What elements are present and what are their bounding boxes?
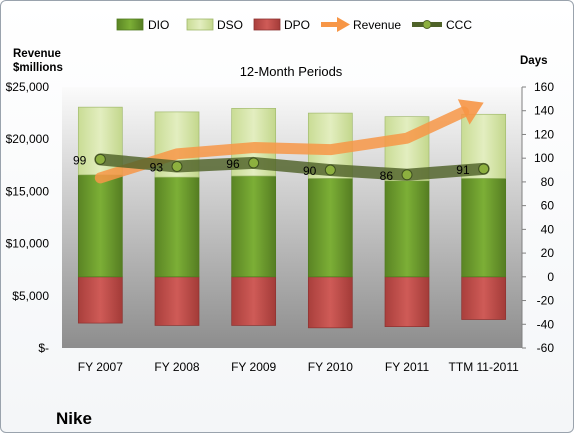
right-tick-label-6: 60 (541, 199, 555, 213)
right-tick-label-8: 100 (534, 151, 554, 165)
right-tick-label-3: 0 (547, 270, 554, 284)
left-tick-label-2: $10,000 (6, 237, 50, 251)
category-label: FY 2008 (154, 360, 199, 374)
legend-dpo-swatch (253, 18, 281, 31)
right-axis: -60 -40 -20 0 20 40 60 80 100 120 140 160 (521, 80, 555, 355)
right-tick-label-0: -60 (537, 341, 555, 355)
bar-dio (307, 178, 353, 278)
legend: DIO DSO DPO Revenue CCC (116, 17, 472, 32)
legend-ccc-label: CCC (446, 18, 472, 32)
left-axis: $- $5,000 $10,000 $15,000 $20,000 $25,000 (6, 80, 50, 355)
right-tick-label-7: 80 (541, 175, 555, 189)
category-axis: FY 2007 FY 2008 FY 2009 FY 2010 FY 2011 TTM 1… (78, 360, 519, 374)
company-name: Nike (56, 409, 92, 428)
right-tick-label-10: 140 (534, 104, 554, 118)
legend-dso-swatch (186, 18, 214, 31)
bar-dio (77, 174, 123, 278)
bar-dpo (77, 276, 123, 324)
ccc-data-label: 93 (150, 160, 164, 174)
ccc-data-label: 99 (73, 153, 87, 167)
category-label: FY 2007 (78, 360, 123, 374)
ccc-layer: 99 93 96 90 86 91 (73, 153, 490, 183)
bar-dpo (384, 276, 430, 327)
ccc-point (248, 157, 260, 169)
ccc-point (94, 153, 106, 165)
ccc-point (324, 164, 336, 176)
bar-dio (461, 178, 507, 278)
bar-dpo (231, 276, 277, 326)
bar-dio (231, 175, 277, 278)
category-label: TTM 11-2011 (449, 360, 520, 374)
right-tick-label-9: 120 (534, 127, 554, 141)
category-label: FY 2010 (308, 360, 353, 374)
legend-dso-label: DSO (217, 18, 243, 32)
bar-dio (154, 176, 200, 278)
ccc-data-label: 86 (380, 169, 394, 183)
ccc-line (94, 153, 490, 181)
bar-dpo (154, 276, 200, 326)
legend-ccc-line-icon (412, 20, 442, 29)
legend-dpo-label: DPO (284, 18, 310, 32)
left-tick-label-1: $5,000 (12, 289, 49, 303)
category-label: FY 2011 (385, 360, 430, 374)
bar-dio (384, 180, 430, 278)
left-tick-label-5: $25,000 (6, 80, 50, 94)
revenue-arrowhead (457, 99, 484, 125)
legend-revenue-arrow-icon (321, 17, 350, 32)
right-tick-label-1: -40 (537, 317, 555, 331)
right-axis-title: Days (520, 55, 548, 67)
ccc-data-label: 96 (226, 157, 240, 171)
ccc-data-label: 91 (456, 163, 470, 177)
left-axis-title-line2: $millions (13, 62, 63, 74)
legend-dio-label: DIO (148, 18, 169, 32)
left-axis-title-line1: Revenue (13, 48, 61, 60)
ccc-point (401, 169, 413, 181)
category-label: FY 2009 (231, 360, 276, 374)
left-tick-label-4: $20,000 (6, 132, 50, 146)
right-tick-label-11: 160 (534, 80, 554, 94)
ccc-point (478, 163, 490, 175)
bar-dpo (461, 276, 507, 320)
right-tick-label-5: 40 (541, 222, 555, 236)
revenue-line (94, 106, 470, 184)
left-tick-label-3: $15,000 (6, 184, 50, 198)
plot-area (62, 87, 522, 348)
legend-dio-swatch (116, 18, 144, 31)
legend-revenue-label: Revenue (353, 18, 401, 32)
right-tick-label-2: -20 (537, 294, 555, 308)
ccc-data-label: 90 (303, 164, 317, 178)
chart-title: 12-Month Periods (240, 64, 343, 79)
bar-dpo (307, 276, 353, 329)
right-tick-label-4: 20 (541, 246, 555, 260)
ccc-point (171, 160, 183, 172)
left-tick-label-0: $- (38, 341, 49, 355)
revenue-layer (94, 99, 484, 184)
